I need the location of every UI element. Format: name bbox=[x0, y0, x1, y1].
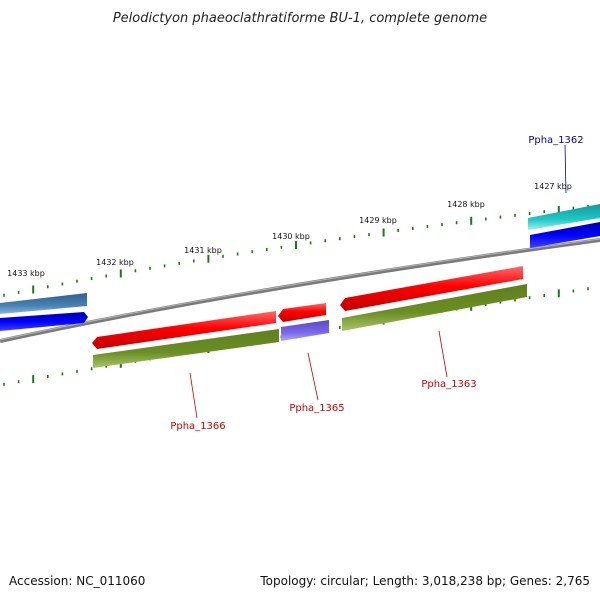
map-title: Pelodictyon phaeoclathratiforme BU-1, co… bbox=[113, 11, 487, 26]
scale-label: 1433 kbp bbox=[7, 269, 45, 278]
gene-label-ppha-1366[interactable]: Ppha_1366 bbox=[170, 421, 225, 432]
gene-ppha-1366-reverse[interactable] bbox=[93, 329, 279, 368]
scale-label: 1430 kbp bbox=[272, 232, 310, 241]
topology-text: Topology: circular; Length: 3,018,238 bp… bbox=[260, 574, 590, 588]
gene-ppha-1366-forward[interactable] bbox=[92, 311, 276, 349]
gene-label-ppha-1362[interactable]: Ppha_1362 bbox=[528, 135, 583, 146]
gene-label-ppha-1363[interactable]: Ppha_1363 bbox=[421, 379, 476, 390]
scale-label: 1431 kbp bbox=[184, 246, 222, 255]
gene-label-ppha-1365[interactable]: Ppha_1365 bbox=[289, 403, 344, 414]
gene-ppha-1365-reverse[interactable] bbox=[281, 320, 329, 341]
genome-backbone bbox=[0, 238, 600, 343]
accession-text: Accession: NC_011060 bbox=[9, 574, 146, 588]
gene-ppha-1365-forward[interactable] bbox=[278, 303, 326, 322]
gene-blue-right[interactable] bbox=[530, 222, 600, 248]
gene-blue-left[interactable] bbox=[0, 312, 88, 331]
leader-line bbox=[438, 330, 448, 378]
scale-label: 1428 kbp bbox=[447, 200, 485, 209]
leader-line bbox=[564, 144, 567, 194]
scale-label: 1427 kbp bbox=[534, 182, 572, 191]
gene-ppha-1363-forward[interactable] bbox=[340, 266, 523, 311]
gene-steel-left[interactable] bbox=[0, 293, 87, 314]
scale-label: 1432 kbp bbox=[96, 258, 134, 267]
scale-label: 1429 kbp bbox=[359, 216, 397, 225]
gene-ppha-1363-reverse[interactable] bbox=[342, 284, 527, 331]
gene-ppha-1362[interactable] bbox=[528, 204, 600, 230]
scale-ticks-outer bbox=[3, 204, 589, 297]
leader-line bbox=[189, 372, 198, 419]
leader-line bbox=[307, 352, 319, 401]
